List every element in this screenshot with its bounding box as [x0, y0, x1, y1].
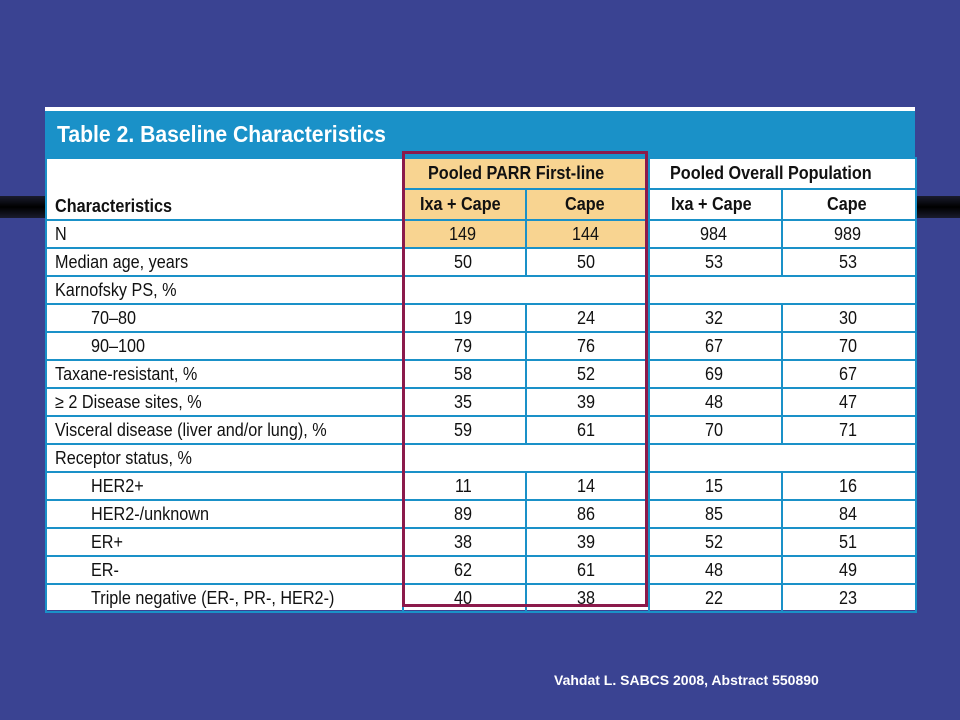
- value-cell: 70: [648, 415, 783, 445]
- row-label: 70–80: [45, 303, 404, 333]
- decorative-bar-left: [0, 196, 46, 218]
- table-row: Taxane-resistant, % 58 52 69 67: [45, 359, 918, 389]
- table-row: ER+ 38 39 52 51: [45, 527, 918, 557]
- value-cell: 24: [525, 303, 650, 333]
- row-label: 90–100: [45, 331, 404, 361]
- table-row: HER2-/unknown 89 86 85 84: [45, 499, 918, 529]
- value-cell: 50: [402, 247, 527, 277]
- value-cell: 84: [780, 499, 918, 529]
- group-header-overall: Pooled Overall Population: [647, 157, 918, 190]
- value-cell: 59: [402, 415, 527, 445]
- table-row: Median age, years 50 50 53 53: [45, 247, 918, 277]
- value-cell: 30: [780, 303, 918, 333]
- value-cell: 76: [525, 331, 650, 361]
- value-cell: 79: [402, 331, 527, 361]
- value-cell: 32: [648, 303, 783, 333]
- value-cell: 984: [648, 219, 783, 249]
- value-cell: 38: [525, 583, 650, 613]
- citation: Vahdat L. SABCS 2008, Abstract 550890: [554, 672, 819, 688]
- table-row: Visceral disease (liver and/or lung), % 5…: [45, 415, 918, 445]
- value-cell: 19: [402, 303, 527, 333]
- value-cell: 61: [525, 555, 650, 585]
- baseline-table: Characteristics Pooled PARR First-line P…: [45, 157, 918, 613]
- row-label: Triple negative (ER-, PR-, HER2-): [45, 583, 404, 613]
- table-row: N 149 144 984 989: [45, 219, 918, 249]
- value-cell: 61: [525, 415, 650, 445]
- empty-cell-parr: [402, 275, 650, 305]
- value-cell: 47: [780, 387, 918, 417]
- table-row: Karnofsky PS, %: [45, 275, 918, 305]
- value-cell: 35: [402, 387, 527, 417]
- value-cell: 67: [780, 359, 918, 389]
- row-label: Visceral disease (liver and/or lung), %: [45, 415, 404, 445]
- row-label: Receptor status, %: [45, 443, 404, 473]
- value-cell: 62: [402, 555, 527, 585]
- group-header-parr: Pooled PARR First-line: [402, 157, 650, 190]
- value-cell: 39: [525, 527, 650, 557]
- value-cell: 39: [525, 387, 650, 417]
- row-label: Karnofsky PS, %: [45, 275, 404, 305]
- row-label: Taxane-resistant, %: [45, 359, 404, 389]
- col-header-ixa-cape-parr: Ixa + Cape: [402, 188, 527, 221]
- value-cell: 50: [525, 247, 650, 277]
- col-header-ixa-cape-overall: Ixa + Cape: [648, 188, 783, 221]
- row-label: N: [45, 219, 404, 249]
- value-cell: 69: [648, 359, 783, 389]
- value-cell: 89: [402, 499, 527, 529]
- row-label: ER-: [45, 555, 404, 585]
- row-label: HER2-/unknown: [45, 499, 404, 529]
- value-cell: 40: [402, 583, 527, 613]
- header-row-groups: Characteristics Pooled PARR First-line P…: [45, 157, 918, 221]
- value-cell: 23: [780, 583, 918, 613]
- col-header-cape-parr: Cape: [525, 188, 650, 221]
- table-row: 70–80 19 24 32 30: [45, 303, 918, 333]
- row-label: ≥ 2 Disease sites, %: [45, 387, 404, 417]
- value-cell: 85: [648, 499, 783, 529]
- value-cell: 989: [780, 219, 918, 249]
- value-cell: 58: [402, 359, 527, 389]
- value-cell: 53: [780, 247, 918, 277]
- table-title-bar: Table 2. Baseline Characteristics: [45, 111, 915, 157]
- table-row: ER- 62 61 48 49: [45, 555, 918, 585]
- value-cell: 22: [648, 583, 783, 613]
- value-cell: 48: [648, 387, 783, 417]
- value-cell: 14: [525, 471, 650, 501]
- decorative-bar-right: [914, 196, 960, 218]
- value-cell: 52: [648, 527, 783, 557]
- value-cell: 51: [780, 527, 918, 557]
- value-cell: 38: [402, 527, 527, 557]
- table-panel: Table 2. Baseline Characteristics Charac…: [45, 107, 918, 613]
- row-label: Median age, years: [45, 247, 404, 277]
- value-cell: 52: [525, 359, 650, 389]
- table-title: Table 2. Baseline Characteristics: [57, 121, 386, 147]
- characteristics-header: Characteristics: [45, 157, 404, 221]
- table-row: HER2+ 11 14 15 16: [45, 471, 918, 501]
- value-cell: 86: [525, 499, 650, 529]
- table-row: 90–100 79 76 67 70: [45, 331, 918, 361]
- value-cell: 49: [780, 555, 918, 585]
- value-cell: 11: [402, 471, 527, 501]
- value-cell: 16: [780, 471, 918, 501]
- value-cell: 70: [780, 331, 918, 361]
- row-label: ER+: [45, 527, 404, 557]
- empty-cell-overall: [647, 275, 918, 305]
- value-cell: 53: [648, 247, 783, 277]
- row-label: HER2+: [45, 471, 404, 501]
- value-cell: 48: [648, 555, 783, 585]
- table-row: Triple negative (ER-, PR-, HER2-) 40 38 22 2…: [45, 583, 918, 613]
- value-cell: 149: [402, 219, 527, 249]
- col-header-cape-overall: Cape: [780, 188, 918, 221]
- value-cell: 67: [648, 331, 783, 361]
- table-row: Receptor status, %: [45, 443, 918, 473]
- value-cell: 144: [525, 219, 650, 249]
- header-row-arms: Ixa + Cape Cape Ixa + Cape Cape: [46, 188, 918, 221]
- empty-cell-parr: [402, 443, 650, 473]
- empty-cell-overall: [647, 443, 918, 473]
- table-row: ≥ 2 Disease sites, % 35 39 48 47: [45, 387, 918, 417]
- value-cell: 71: [780, 415, 918, 445]
- value-cell: 15: [648, 471, 783, 501]
